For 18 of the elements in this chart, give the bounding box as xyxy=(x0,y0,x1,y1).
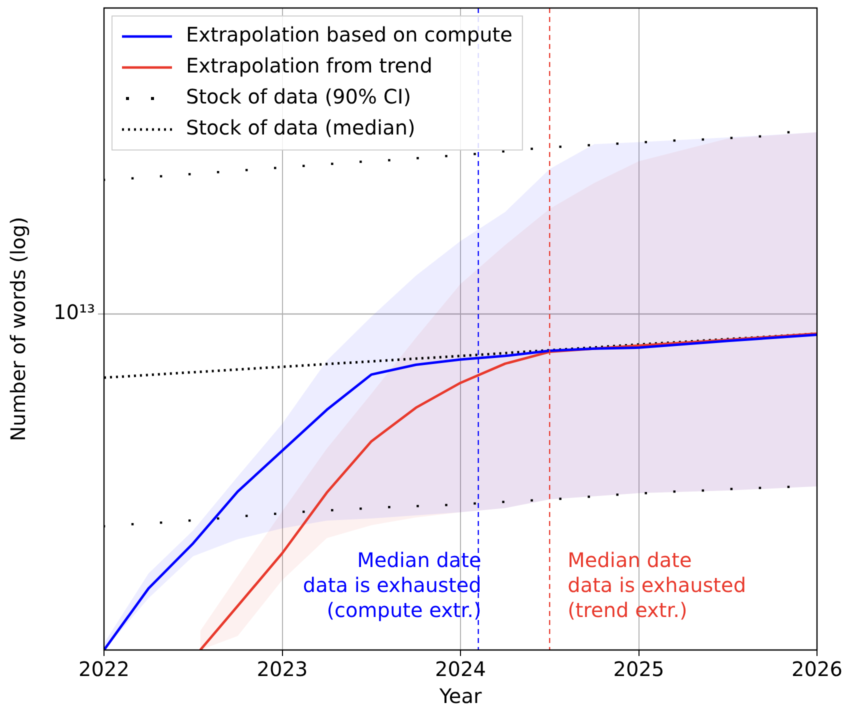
x-tick-label: 2022 xyxy=(78,657,130,682)
text: 10¹³ xyxy=(54,300,95,324)
x-tick-label: 2023 xyxy=(256,657,308,682)
x-tick-label: 2026 xyxy=(792,657,842,682)
legend-label: Extrapolation from trend xyxy=(186,54,432,78)
point xyxy=(274,166,276,170)
point xyxy=(216,170,220,174)
x-tick-label: 2024 xyxy=(435,657,486,682)
x-tick-label: 2025 xyxy=(613,657,664,682)
point xyxy=(644,492,648,494)
y-axis-title: Number of words (log) xyxy=(6,216,30,442)
ref-line-label: Median date data is exhausted (compute extr.) xyxy=(302,548,482,622)
legend-label: Extrapolation based on compute xyxy=(186,22,512,47)
legend-label: Stock of data (90% CI) xyxy=(186,84,412,109)
ref-line-label: Median date data is exhausted (trend extr.) xyxy=(568,548,746,622)
point xyxy=(644,140,648,144)
legend-label: Stock of data (median) xyxy=(186,116,416,140)
x-axis-title: Year xyxy=(438,684,482,708)
